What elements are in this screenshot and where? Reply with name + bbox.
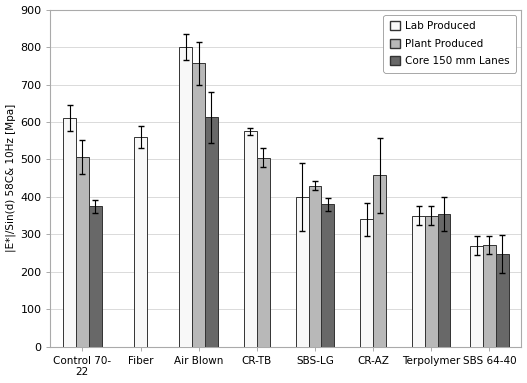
Bar	[360, 219, 373, 347]
Bar	[438, 214, 451, 347]
Bar	[321, 205, 334, 347]
Bar	[470, 246, 483, 347]
Bar	[89, 206, 102, 347]
Bar	[244, 131, 257, 347]
Bar	[425, 216, 438, 347]
Bar	[76, 157, 89, 347]
Bar	[63, 118, 76, 347]
Bar	[180, 47, 192, 347]
Bar	[134, 137, 147, 347]
Y-axis label: |E*|/Sin(d) 58C& 10Hz [Mpa]: |E*|/Sin(d) 58C& 10Hz [Mpa]	[6, 104, 16, 252]
Bar	[496, 254, 509, 347]
Bar	[483, 245, 496, 347]
Bar	[296, 197, 309, 347]
Bar	[192, 63, 205, 347]
Bar	[412, 216, 425, 347]
Legend: Lab Produced, Plant Produced, Core 150 mm Lanes: Lab Produced, Plant Produced, Core 150 m…	[384, 15, 516, 72]
Bar	[309, 186, 321, 347]
Bar	[373, 175, 386, 347]
Bar	[205, 118, 218, 347]
Bar	[257, 157, 270, 347]
